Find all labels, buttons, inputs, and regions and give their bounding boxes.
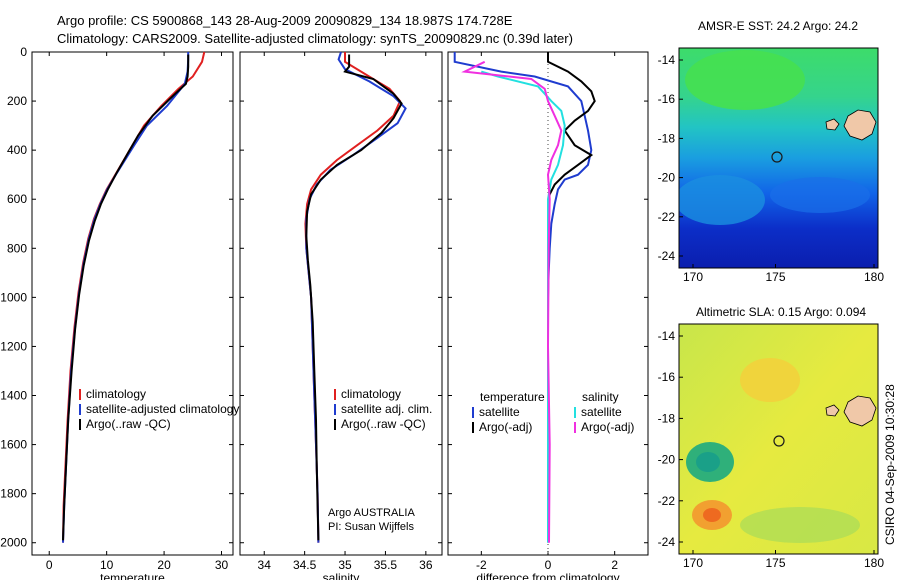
series-line — [461, 60, 563, 543]
x-axis-label: temperature — [100, 571, 165, 580]
x-tick-label: 2 — [611, 558, 618, 572]
sst-land-fiji — [825, 109, 877, 141]
legend-label: Argo(..raw -QC) — [341, 417, 426, 431]
series-line — [547, 52, 596, 205]
sla-low-patch-core — [696, 452, 720, 472]
header-line-2: Climatology: CARS2009. Satellite-adjuste… — [57, 31, 573, 46]
x-axis-label: salinity — [323, 571, 360, 580]
salinity-profile-plot: 34 34.5 35 35.5 36 salinity climatologysatelli… — [239, 51, 443, 580]
sla-map: Altimetric SLA: 0.15 Argo: 0.094 170 175 1… — [658, 305, 885, 570]
x-tick-label: 0 — [46, 558, 53, 572]
legend-title: salinity — [582, 390, 619, 404]
legend-title: temperature — [480, 390, 545, 404]
sst-map-frame — [678, 47, 879, 269]
legend-label: satellite-adjusted climatology — [86, 402, 239, 416]
y-tick-label: 1600 — [0, 438, 27, 452]
legend-label: satellite adj. clim. — [341, 402, 432, 416]
y-tick-label: 0 — [20, 45, 27, 59]
map-x-tick-label: 175 — [765, 556, 785, 570]
y-tick-label: 1000 — [0, 290, 27, 304]
map-y-tick-label: -20 — [658, 453, 676, 467]
y-tick-label: 1400 — [0, 389, 27, 403]
y-tick-label: 2000 — [0, 536, 27, 550]
legend-label: climatology — [86, 387, 146, 401]
sst-argo-marker — [771, 151, 783, 163]
sla-green-band — [740, 507, 860, 543]
sst-warm-patch — [685, 50, 805, 110]
sla-argo-marker — [773, 435, 785, 447]
series-line — [62, 54, 190, 541]
sla-land-fiji — [825, 395, 877, 427]
header-line-1: Argo profile: CS 5900868_143 28-Aug-2009… — [57, 13, 513, 28]
legend-label: climatology — [341, 387, 401, 401]
attribution-text: Argo AUSTRALIA — [328, 507, 415, 519]
map-y-tick-label: -24 — [658, 535, 676, 549]
sla-map-frame — [678, 323, 879, 555]
x-tick-label: 30 — [215, 558, 229, 572]
y-tick-label: 400 — [7, 143, 27, 157]
sst-map-ticks: 170 175 180 -14 -16 -18 -20 -22 -24 — [658, 53, 885, 284]
y-tick-label: 1800 — [0, 487, 27, 501]
footer-stamp: CSIRO 04-Sep-2009 10:30:28 — [883, 384, 897, 545]
map-y-tick-label: -14 — [658, 53, 676, 67]
sla-map-ticks: 170 175 180 -14 -16 -18 -20 -22 -24 — [658, 329, 885, 570]
series-line — [305, 54, 403, 541]
y-tick-label: 200 — [7, 94, 27, 108]
map-y-tick-label: -16 — [658, 92, 676, 106]
map-y-tick-label: -16 — [658, 370, 676, 384]
map-x-tick-label: 180 — [864, 556, 884, 570]
sla-map-title: Altimetric SLA: 0.15 Argo: 0.094 — [696, 305, 866, 319]
plot-frame — [239, 51, 443, 556]
map-y-tick-label: -14 — [658, 329, 676, 343]
y-tick-label: 800 — [7, 241, 27, 255]
map-x-tick-label: 175 — [765, 270, 785, 284]
x-tick-label: 36 — [419, 558, 433, 572]
sst-map-title: AMSR-E SST: 24.2 Argo: 24.2 — [698, 19, 858, 33]
legend-label: satellite — [581, 405, 622, 419]
sst-cool-patch — [679, 175, 765, 225]
legend-label: satellite — [479, 405, 520, 419]
x-axis-label: difference from climatology — [476, 571, 619, 580]
sla-high-patch-core — [703, 508, 721, 522]
temperature-profile-plot: 0 200 400 600 800 1000 1200 1400 1600 1800 2000 0 10… — [0, 45, 239, 580]
x-tick-label: -2 — [476, 558, 487, 572]
map-x-tick-label: 170 — [683, 270, 703, 284]
map-y-tick-label: -24 — [658, 249, 676, 263]
map-y-tick-label: -22 — [658, 494, 676, 508]
x-tick-label: 20 — [157, 558, 171, 572]
x-tick-label: 0 — [545, 558, 552, 572]
plot-frame — [31, 51, 234, 556]
map-y-tick-label: -18 — [658, 131, 676, 145]
map-x-tick-label: 180 — [864, 270, 884, 284]
attribution-text: PI: Susan Wijffels — [328, 521, 414, 533]
x-tick-label: 34.5 — [293, 558, 317, 572]
map-y-tick-label: -22 — [658, 210, 676, 224]
legend-label: Argo(-adj) — [479, 420, 532, 434]
x-tick-label: 34 — [258, 558, 272, 572]
sst-cool-patch-2 — [770, 177, 870, 213]
sst-map: AMSR-E SST: 24.2 Argo: 24.2 170 175 180 -14… — [658, 19, 885, 284]
x-tick-label: 35.5 — [374, 558, 398, 572]
sla-orange-patch — [740, 358, 800, 402]
x-tick-label: 35 — [338, 558, 352, 572]
legend-label: Argo(..raw -QC) — [86, 417, 171, 431]
map-y-tick-label: -18 — [658, 411, 676, 425]
legend-label: Argo(-adj) — [581, 420, 634, 434]
map-y-tick-label: -20 — [658, 171, 676, 185]
y-tick-label: 1200 — [0, 339, 27, 353]
x-tick-label: 10 — [100, 558, 114, 572]
map-x-tick-label: 170 — [683, 556, 703, 570]
y-tick-label: 600 — [7, 192, 27, 206]
